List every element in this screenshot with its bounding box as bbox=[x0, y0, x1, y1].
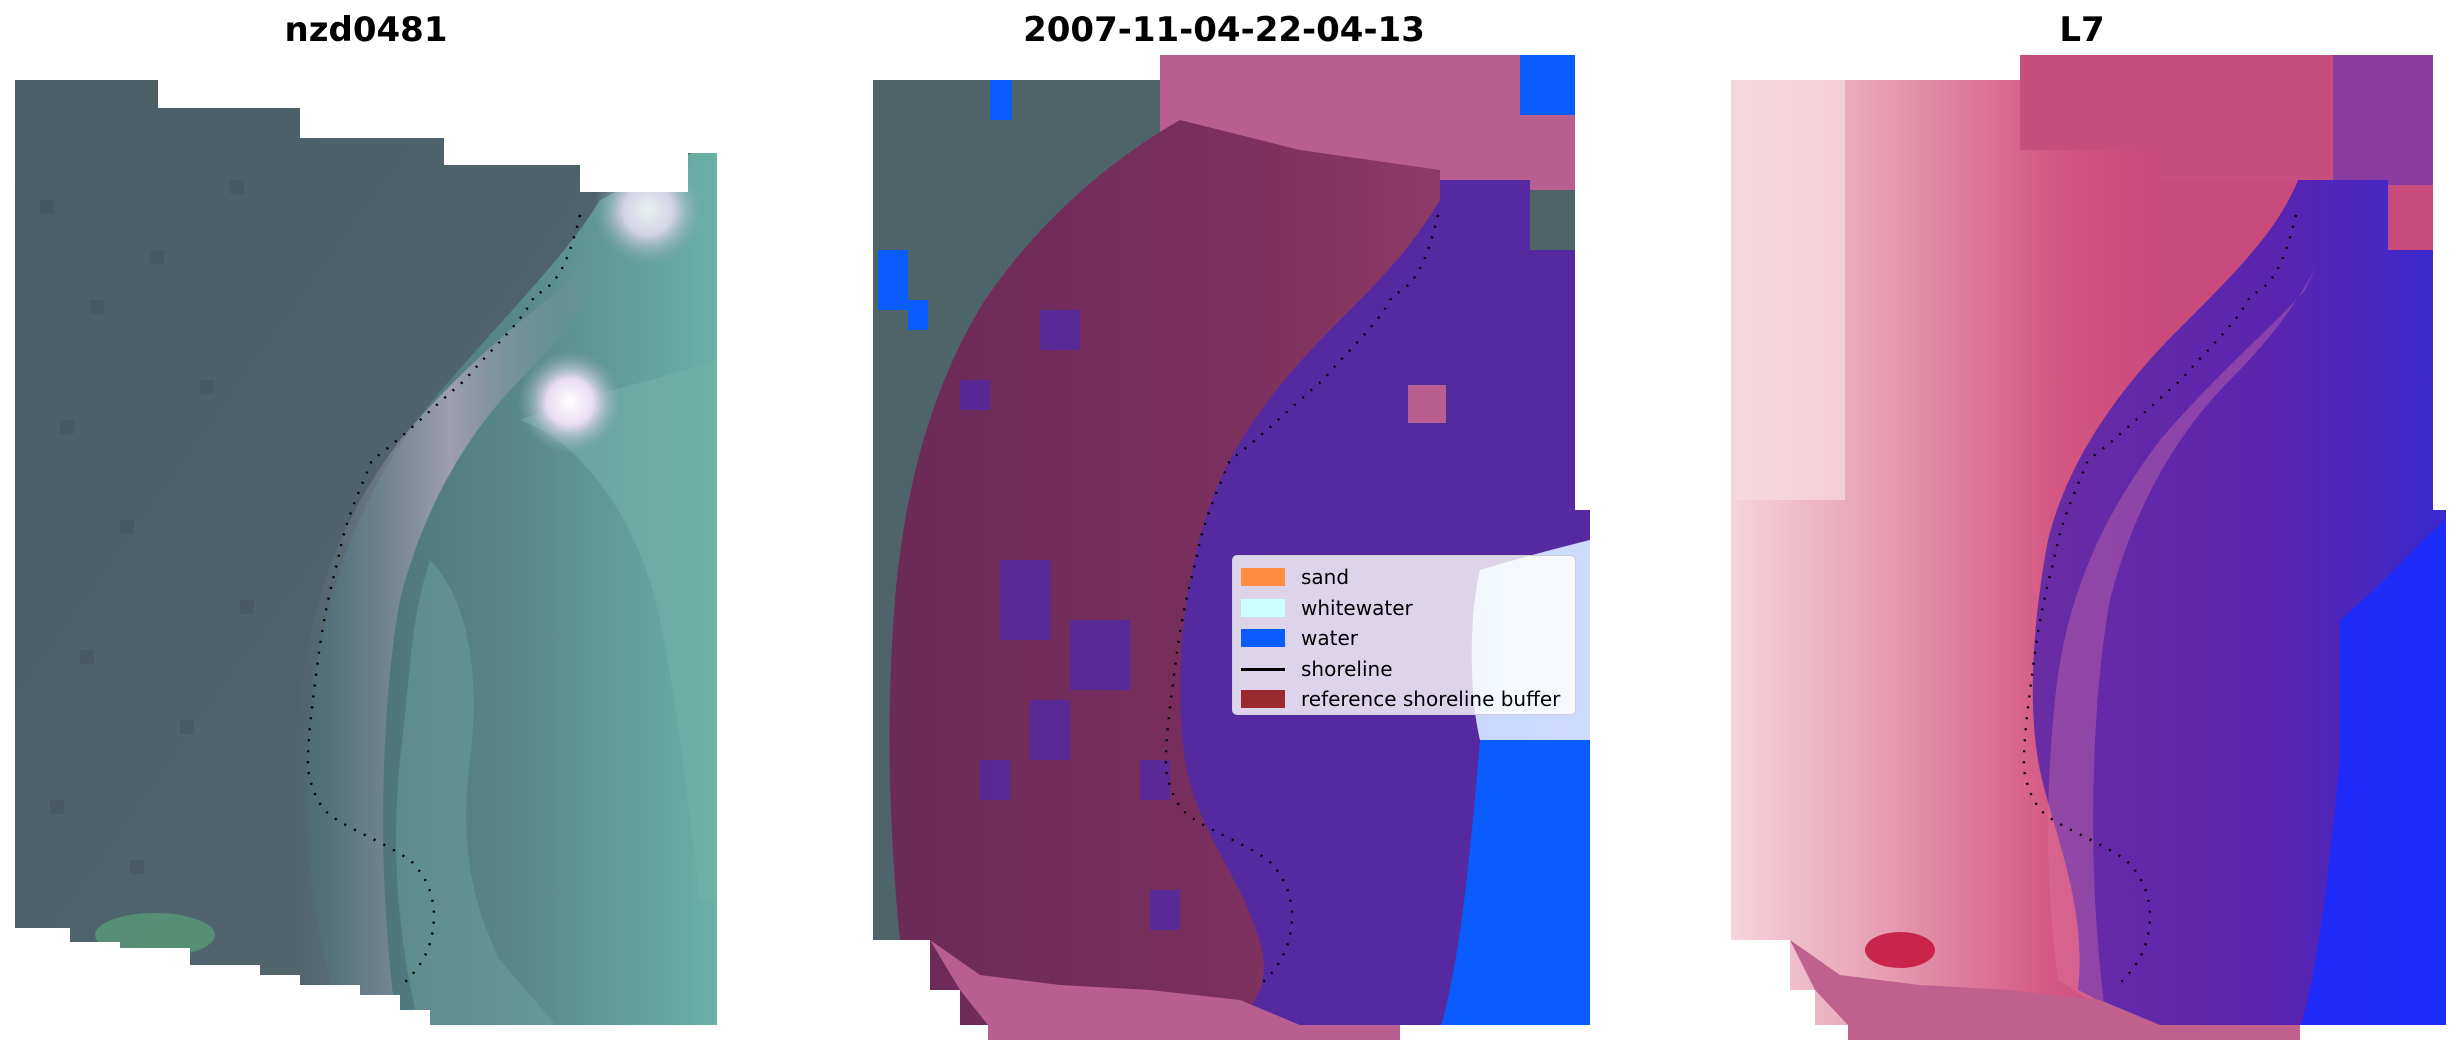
legend-label: reference shoreline buffer bbox=[1301, 687, 1561, 712]
legend-item-shoreline: shoreline bbox=[1241, 654, 1567, 685]
panel-title-satellite: L7 bbox=[2059, 10, 2105, 50]
legend-label: shoreline bbox=[1301, 656, 1393, 681]
panel-title-site: nzd0481 bbox=[284, 10, 448, 50]
legend: sand whitewater water shoreline referenc… bbox=[1232, 555, 1576, 715]
legend-label: sand bbox=[1301, 565, 1350, 590]
legend-label: whitewater bbox=[1301, 595, 1413, 620]
legend-item-water: water bbox=[1241, 623, 1567, 654]
rgb-satellite-image bbox=[15, 80, 717, 1025]
legend-swatch-buffer bbox=[1241, 690, 1285, 709]
legend-item-sand: sand bbox=[1241, 562, 1567, 593]
legend-item-whitewater: whitewater bbox=[1241, 593, 1567, 624]
legend-swatch-water bbox=[1241, 629, 1285, 648]
legend-item-buffer: reference shoreline buffer bbox=[1241, 684, 1567, 715]
legend-swatch-sand bbox=[1241, 568, 1285, 587]
legend-label: water bbox=[1301, 626, 1358, 651]
water-index-image bbox=[1731, 55, 2446, 1040]
classified-image bbox=[873, 55, 1590, 1040]
legend-swatch-whitewater bbox=[1241, 598, 1285, 617]
legend-line-shoreline bbox=[1241, 660, 1285, 678]
panel-title-date: 2007-11-04-22-04-13 bbox=[1023, 10, 1425, 50]
